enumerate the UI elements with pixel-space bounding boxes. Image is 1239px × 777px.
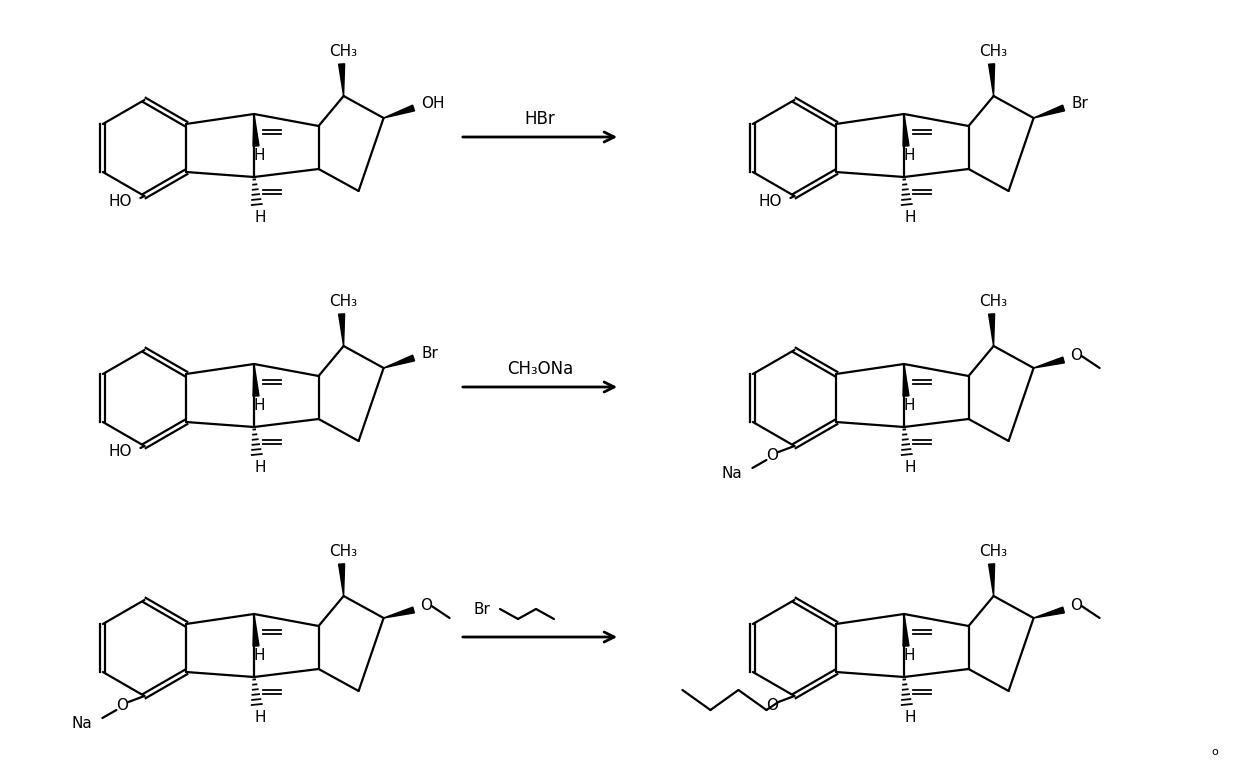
Polygon shape (338, 64, 344, 96)
Text: O: O (420, 598, 432, 614)
Text: H: H (253, 399, 265, 413)
Polygon shape (903, 364, 909, 396)
Polygon shape (1033, 607, 1064, 618)
Text: OH: OH (421, 96, 445, 112)
Text: H: H (903, 649, 914, 664)
Text: H: H (253, 649, 265, 664)
Text: HO: HO (109, 444, 133, 458)
Text: Br: Br (421, 347, 439, 361)
Text: H: H (253, 148, 265, 163)
Text: o: o (1212, 747, 1218, 757)
Polygon shape (338, 564, 344, 596)
Polygon shape (253, 614, 259, 646)
Text: Br: Br (473, 601, 489, 616)
Text: H: H (904, 210, 916, 225)
Polygon shape (989, 64, 995, 96)
Text: CH₃: CH₃ (330, 294, 358, 308)
Text: O: O (767, 699, 778, 713)
Text: O: O (116, 699, 129, 713)
Polygon shape (1033, 105, 1064, 118)
Polygon shape (903, 114, 909, 146)
Text: H: H (254, 709, 265, 724)
Text: H: H (254, 459, 265, 475)
Text: CH₃ONa: CH₃ONa (507, 360, 574, 378)
Text: Br: Br (1072, 96, 1089, 112)
Text: HO: HO (109, 193, 133, 208)
Text: H: H (904, 459, 916, 475)
Polygon shape (903, 614, 909, 646)
Text: H: H (254, 210, 265, 225)
Text: CH₃: CH₃ (980, 44, 1007, 58)
Text: CH₃: CH₃ (330, 44, 358, 58)
Text: HO: HO (760, 193, 783, 208)
Text: Na: Na (72, 716, 93, 731)
Text: H: H (903, 399, 914, 413)
Polygon shape (338, 314, 344, 346)
Polygon shape (253, 114, 259, 146)
Polygon shape (384, 355, 415, 368)
Polygon shape (1033, 357, 1064, 368)
Text: HBr: HBr (524, 110, 555, 128)
Text: H: H (903, 148, 914, 163)
Text: H: H (904, 709, 916, 724)
Text: CH₃: CH₃ (330, 543, 358, 559)
Polygon shape (253, 364, 259, 396)
Text: O: O (767, 448, 778, 464)
Polygon shape (989, 314, 995, 346)
Text: Na: Na (721, 466, 742, 482)
Polygon shape (384, 105, 415, 118)
Text: O: O (1070, 598, 1083, 614)
Polygon shape (384, 607, 414, 618)
Polygon shape (989, 564, 995, 596)
Text: CH₃: CH₃ (980, 543, 1007, 559)
Text: O: O (1070, 349, 1083, 364)
Text: CH₃: CH₃ (980, 294, 1007, 308)
